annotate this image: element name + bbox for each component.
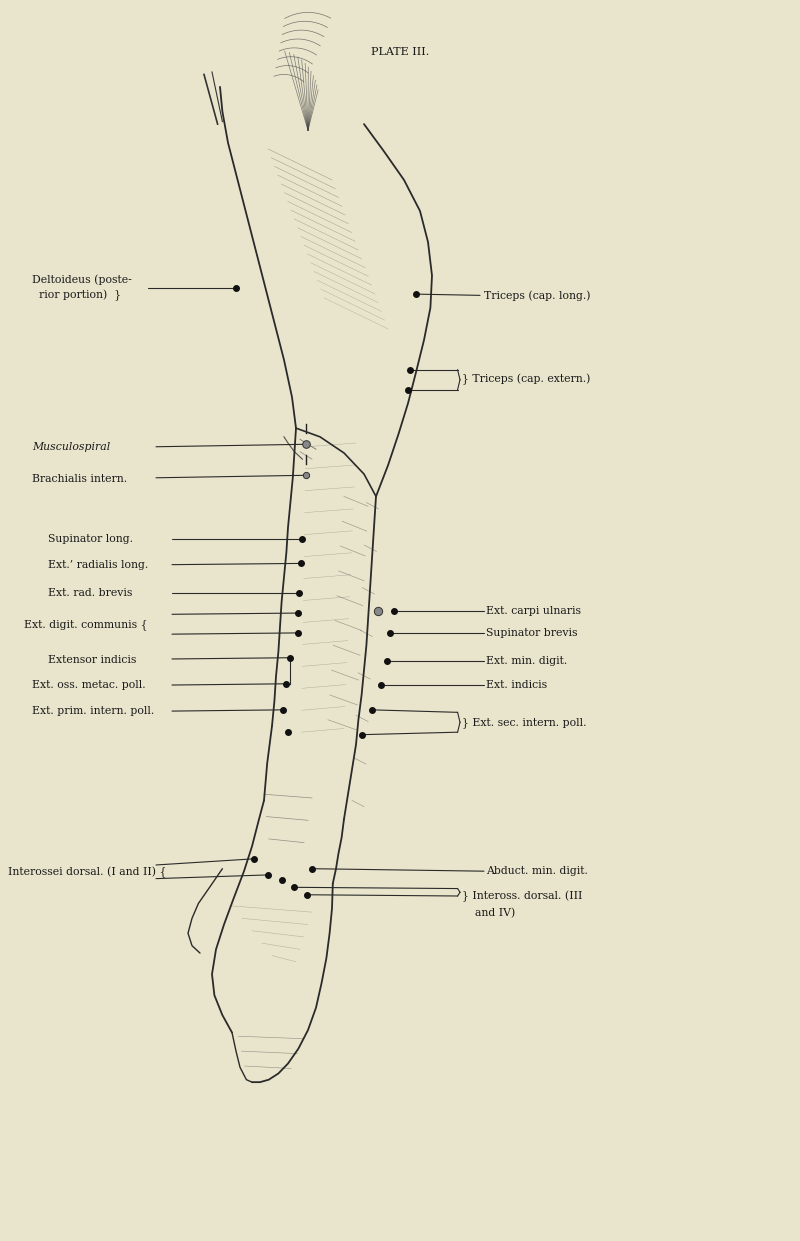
Text: Ext. carpi ulnaris: Ext. carpi ulnaris bbox=[486, 606, 582, 616]
Text: } Inteross. dorsal. (III: } Inteross. dorsal. (III bbox=[462, 890, 582, 902]
Text: Ext. rad. brevis: Ext. rad. brevis bbox=[48, 588, 132, 598]
Text: Ext.’ radialis long.: Ext.’ radialis long. bbox=[48, 560, 148, 570]
Text: Extensor indicis: Extensor indicis bbox=[48, 655, 136, 665]
Text: Supinator brevis: Supinator brevis bbox=[486, 628, 578, 638]
Text: and IV): and IV) bbox=[475, 908, 515, 918]
Text: Brachialis intern.: Brachialis intern. bbox=[32, 474, 127, 484]
Text: Interossei dorsal. (I and II) {: Interossei dorsal. (I and II) { bbox=[8, 866, 166, 879]
Text: PLATE III.: PLATE III. bbox=[371, 47, 429, 57]
Text: Deltoideus (poste-: Deltoideus (poste- bbox=[32, 274, 132, 284]
Text: Ext. min. digit.: Ext. min. digit. bbox=[486, 656, 568, 666]
Text: Ext. digit. communis {: Ext. digit. communis { bbox=[24, 619, 147, 629]
Text: } Ext. sec. intern. poll.: } Ext. sec. intern. poll. bbox=[462, 717, 587, 727]
Text: Supinator long.: Supinator long. bbox=[48, 534, 133, 544]
Text: rior portion)  }: rior portion) } bbox=[32, 289, 121, 302]
Text: Abduct. min. digit.: Abduct. min. digit. bbox=[486, 866, 588, 876]
Text: Triceps (cap. long.): Triceps (cap. long.) bbox=[484, 290, 590, 300]
Text: Ext. prim. intern. poll.: Ext. prim. intern. poll. bbox=[32, 706, 154, 716]
Text: Ext. oss. metac. poll.: Ext. oss. metac. poll. bbox=[32, 680, 146, 690]
Text: Ext. indicis: Ext. indicis bbox=[486, 680, 547, 690]
Text: Musculospiral: Musculospiral bbox=[32, 442, 110, 452]
Text: } Triceps (cap. extern.): } Triceps (cap. extern.) bbox=[462, 374, 590, 386]
